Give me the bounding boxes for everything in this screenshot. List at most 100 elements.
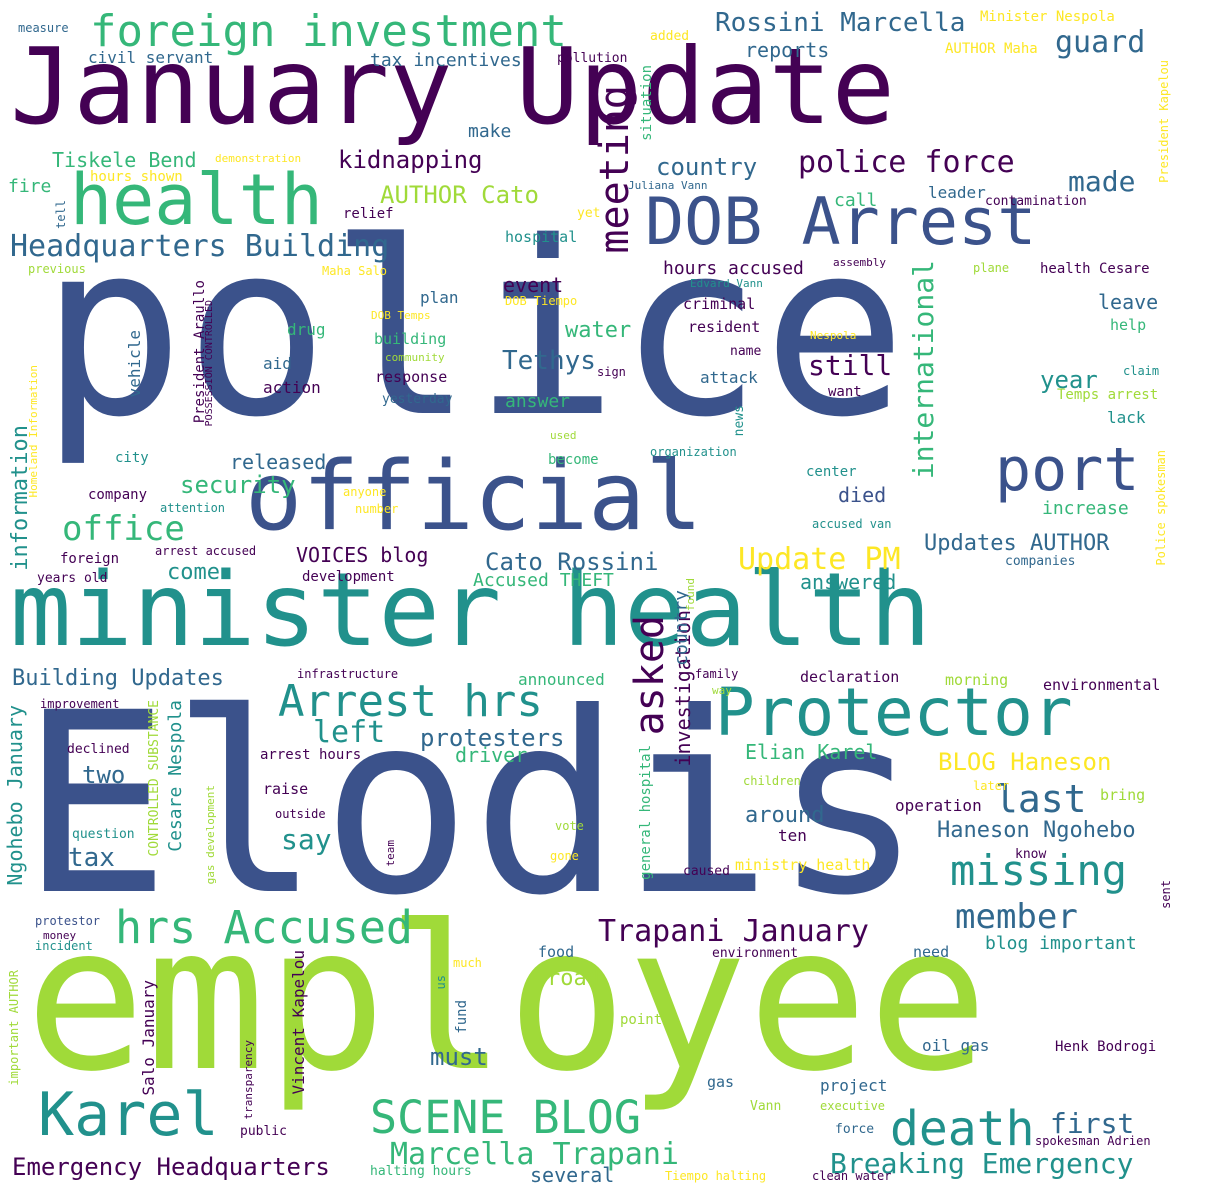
word-know: know: [1015, 847, 1047, 862]
word-minister-nespola: Minister Nespola: [980, 9, 1115, 25]
word-gone: gone: [550, 849, 579, 863]
word-police: police: [40, 190, 907, 470]
word-elodis: Elodis: [20, 659, 924, 950]
word-news: news: [732, 405, 747, 437]
word-yet: yet: [577, 206, 601, 221]
word-elian-karel: Elian Karel: [745, 740, 878, 764]
word-author-cato: AUTHOR Cato: [380, 181, 539, 209]
word-security: security: [180, 471, 296, 499]
word-health: health: [70, 159, 323, 241]
word-emergency-headquarters: Emergency Headquarters: [12, 1153, 330, 1181]
word-force: force: [835, 1122, 875, 1137]
word-community: community: [385, 351, 445, 364]
word-say: say: [281, 823, 332, 856]
word-food: food: [538, 943, 575, 961]
word-caused: caused: [683, 864, 730, 879]
word-blog-important: blog important: [985, 933, 1137, 954]
word-gas: gas: [707, 1073, 735, 1091]
word-possession-controlled: POSSESSION CONTROLLED: [204, 300, 215, 427]
word-want: want: [828, 384, 862, 400]
word-january-update: January Update: [10, 26, 896, 148]
word-children: children: [743, 774, 801, 788]
word-years-old: years old: [37, 571, 108, 586]
word-attention: attention: [160, 501, 226, 515]
word-hours-shown: hours shown: [90, 169, 183, 185]
word-help: help: [1110, 316, 1147, 334]
word-city: city: [115, 450, 149, 466]
word-author-maha: AUTHOR Maha: [945, 41, 1038, 57]
word-asked: asked: [627, 615, 673, 736]
word-fund: fund: [454, 1000, 470, 1034]
word-around: around: [745, 803, 825, 828]
word-last: last: [995, 777, 1087, 821]
word-death: death: [890, 1101, 1035, 1157]
word-arrest-hrs: Arrest hrs: [278, 676, 543, 727]
word-point: point: [620, 1012, 663, 1028]
word-temps-arrest: Temps arrest: [1057, 387, 1159, 403]
word-response: response: [375, 368, 448, 386]
word-vote: vote: [555, 819, 584, 833]
word-contamination: contamination: [985, 194, 1087, 209]
word-updates-author: Updates AUTHOR: [924, 531, 1110, 556]
word-breaking-emergency: Breaking Emergency: [830, 1147, 1134, 1180]
word-tell: tell: [54, 200, 68, 229]
word-relief: relief: [343, 206, 394, 222]
word-health-cesare: health Cesare: [1040, 261, 1150, 277]
word-ministry-health: ministry health: [735, 856, 871, 874]
word-hospital: hospital: [505, 228, 578, 246]
word-anyone: anyone: [343, 485, 387, 499]
word-guard: guard: [1055, 25, 1146, 60]
word-accused-theft: Accused THEFT: [473, 570, 614, 591]
word-civil-servant: civil servant: [88, 48, 214, 67]
word-controlled-substance: CONTROLLED SUBSTANCE: [147, 700, 162, 857]
word-left: left: [313, 715, 386, 750]
word-important-author: important AUTHOR: [7, 970, 21, 1086]
word-outside: outside: [275, 807, 326, 821]
word-question: question: [72, 827, 135, 842]
word-demonstration: demonstration: [215, 152, 302, 165]
word-official: official: [245, 442, 703, 552]
word-building: building: [374, 330, 447, 348]
word-arrest-hours: arrest hours: [260, 747, 362, 763]
word-money: money: [43, 929, 77, 942]
word-ten: ten: [778, 826, 807, 845]
word-company: company: [88, 487, 148, 503]
word-henk-bodrogi: Henk Bodrogi: [1055, 1039, 1157, 1055]
word-foreign-investment: foreign investment: [90, 6, 567, 57]
word-drug: drug: [287, 320, 326, 339]
word-two: two: [82, 761, 126, 789]
word-name: name: [730, 344, 762, 359]
word-claim: claim: [1123, 364, 1160, 378]
word-protector: Protector: [715, 674, 1073, 751]
word-kidnapping: kidnapping: [338, 146, 483, 174]
word-declined: declined: [67, 742, 130, 757]
word-blog-haneson: BLOG Haneson: [938, 748, 1112, 776]
word-dob-arrest: DOB Arrest: [645, 185, 1037, 260]
word-situation: situation: [639, 65, 655, 141]
word-gas-development: gas development: [204, 785, 217, 885]
word-executive: executive: [820, 1099, 886, 1113]
word-yesterday: yesterday: [382, 392, 453, 407]
word-update-pm: Update PM: [738, 542, 901, 577]
word-water: water: [565, 318, 632, 343]
word-leader: leader: [928, 183, 986, 202]
word-much: much: [453, 956, 482, 970]
word-vann: Vann: [750, 1099, 782, 1114]
word-ngohebo-january: Ngohebo January: [3, 705, 27, 886]
word-lack: lack: [1107, 408, 1146, 427]
word-criminal: criminal: [683, 295, 756, 313]
word-later: later: [973, 779, 1010, 793]
word-accused-van: accused van: [812, 517, 892, 531]
word-made: made: [1068, 165, 1136, 198]
word-declaration: declaration: [800, 668, 900, 686]
word-oil-gas: oil gas: [922, 1036, 990, 1055]
word-pollution: pollution: [557, 51, 628, 66]
word-employee: employee: [25, 883, 989, 1116]
word-attack: attack: [700, 368, 758, 387]
word-family: family: [695, 667, 739, 681]
word-used: used: [550, 429, 577, 442]
word-maha-salo: Maha Salo: [322, 264, 388, 278]
word-protesters: protesters: [420, 724, 565, 752]
word-previous: previous: [28, 262, 86, 276]
